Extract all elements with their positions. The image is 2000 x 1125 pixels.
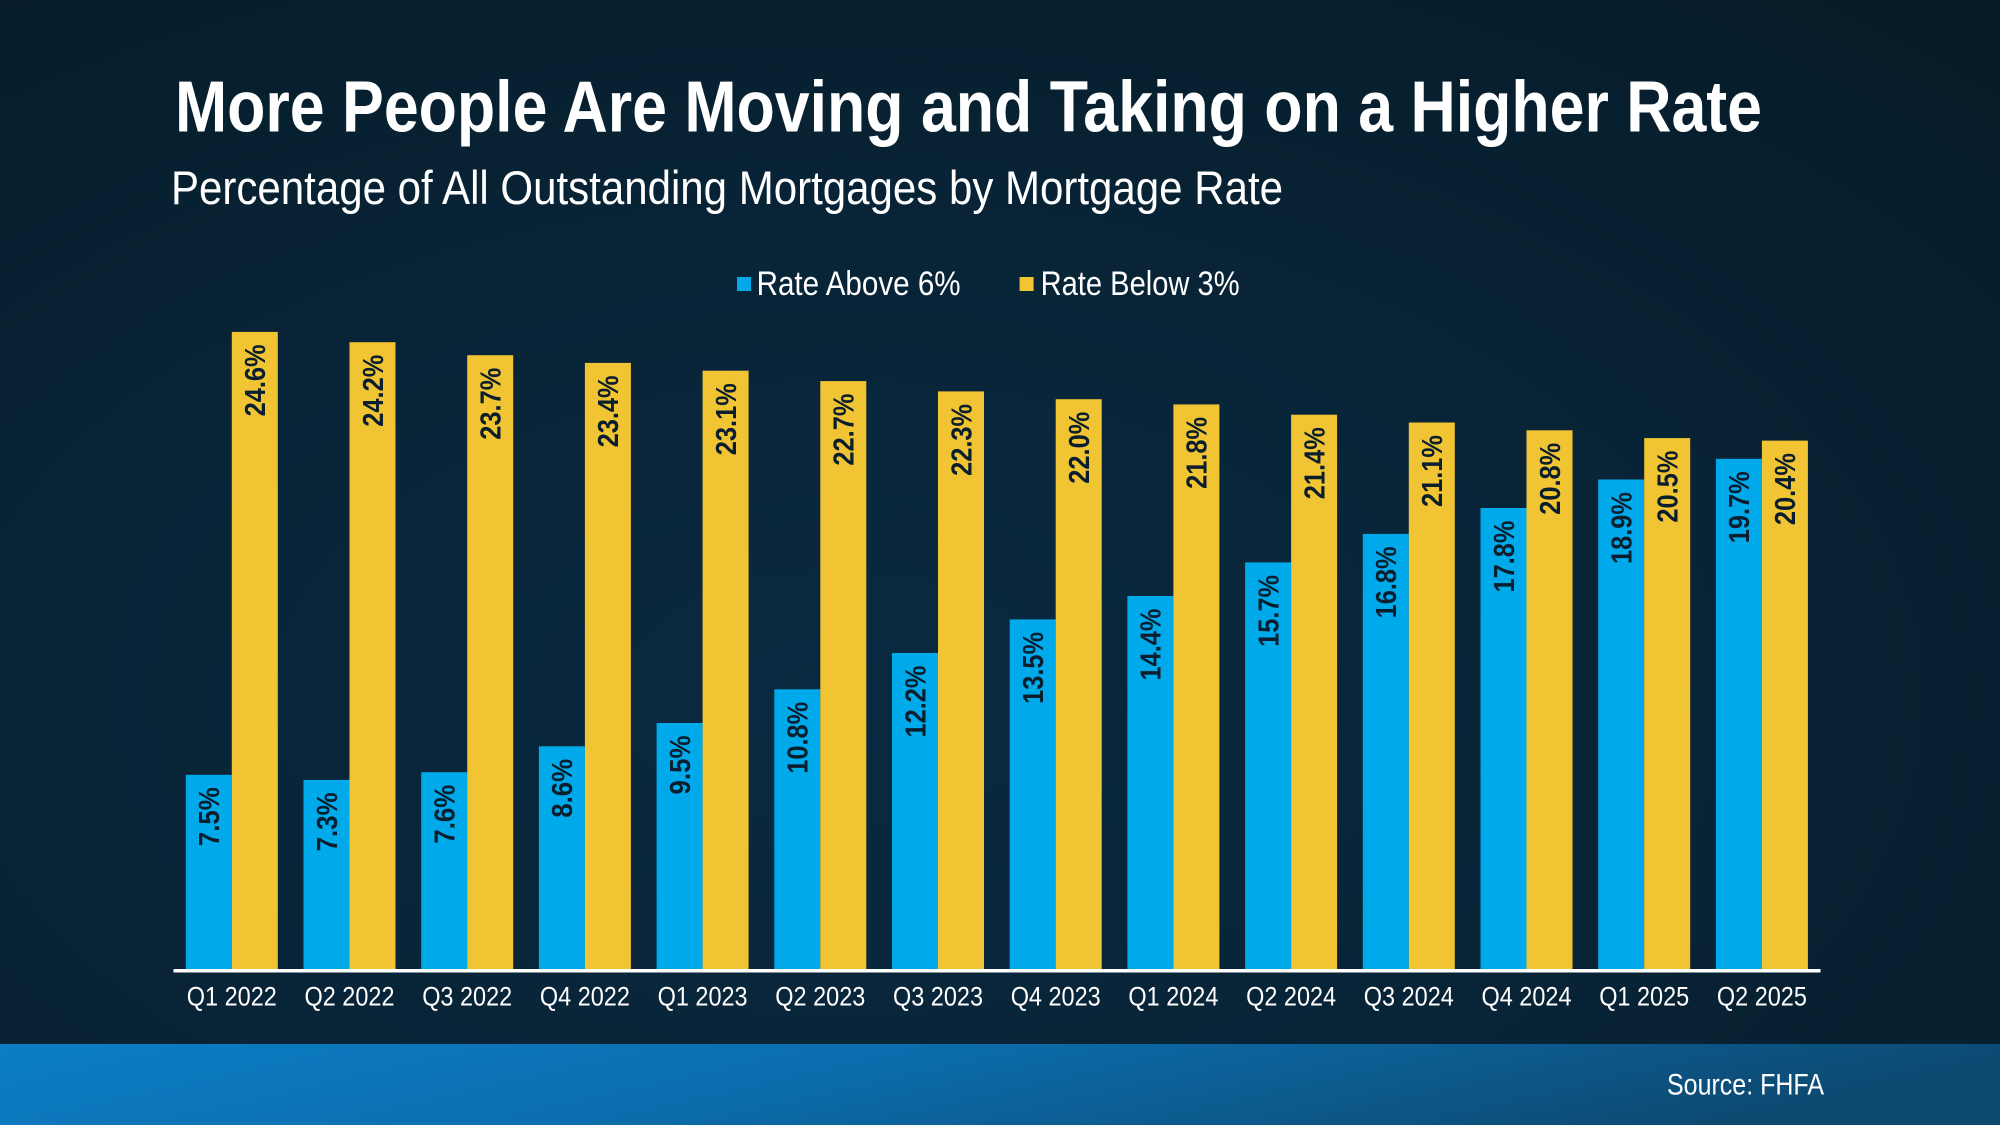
svg-text:19.7%: 19.7% [1724, 471, 1756, 543]
svg-text:20.8%: 20.8% [1535, 443, 1567, 515]
svg-text:Q1 2022: Q1 2022 [187, 982, 277, 1012]
svg-text:24.6%: 24.6% [240, 344, 272, 416]
svg-text:16.8%: 16.8% [1371, 546, 1403, 618]
svg-text:20.5%: 20.5% [1653, 450, 1685, 522]
svg-text:15.7%: 15.7% [1253, 575, 1285, 647]
svg-text:23.4%: 23.4% [593, 375, 625, 447]
svg-text:10.8%: 10.8% [783, 702, 815, 774]
svg-text:17.8%: 17.8% [1489, 520, 1521, 592]
svg-text:Rate Below 3%: Rate Below 3% [1041, 265, 1240, 303]
svg-text:Q1 2023: Q1 2023 [658, 982, 748, 1012]
svg-text:18.9%: 18.9% [1607, 492, 1639, 564]
svg-text:Q3 2024: Q3 2024 [1364, 982, 1454, 1012]
svg-text:23.1%: 23.1% [711, 383, 743, 455]
svg-text:20.4%: 20.4% [1770, 453, 1802, 525]
svg-text:7.3%: 7.3% [312, 792, 344, 851]
svg-text:Q2 2023: Q2 2023 [775, 982, 865, 1012]
svg-text:Percentage of All Outstanding: Percentage of All Outstanding Mortgages … [171, 161, 1283, 214]
svg-text:Q4 2024: Q4 2024 [1482, 982, 1572, 1012]
svg-text:Q4 2023: Q4 2023 [1011, 982, 1101, 1012]
svg-text:21.4%: 21.4% [1299, 427, 1331, 499]
svg-text:7.5%: 7.5% [194, 787, 226, 846]
svg-text:Rate Above 6%: Rate Above 6% [757, 265, 961, 303]
svg-text:14.4%: 14.4% [1136, 608, 1168, 680]
svg-text:Q3 2022: Q3 2022 [422, 982, 512, 1012]
svg-text:Q1 2025: Q1 2025 [1599, 982, 1689, 1012]
svg-text:Q2 2024: Q2 2024 [1246, 982, 1336, 1012]
svg-text:8.6%: 8.6% [547, 759, 579, 818]
svg-text:Q2 2022: Q2 2022 [305, 982, 395, 1012]
svg-text:9.5%: 9.5% [665, 735, 697, 794]
svg-text:24.2%: 24.2% [358, 355, 390, 427]
svg-text:13.5%: 13.5% [1018, 632, 1050, 704]
svg-text:22.3%: 22.3% [946, 404, 978, 476]
svg-text:Source: FHFA: Source: FHFA [1667, 1069, 1824, 1102]
svg-text:12.2%: 12.2% [900, 665, 932, 737]
svg-text:22.7%: 22.7% [829, 393, 861, 465]
svg-text:22.0%: 22.0% [1064, 412, 1096, 484]
svg-text:Q1 2024: Q1 2024 [1128, 982, 1218, 1012]
svg-text:21.8%: 21.8% [1182, 417, 1214, 489]
svg-text:Q4 2022: Q4 2022 [540, 982, 630, 1012]
svg-text:21.1%: 21.1% [1417, 435, 1449, 507]
svg-text:Q3 2023: Q3 2023 [893, 982, 983, 1012]
svg-text:More People Are Moving and Tak: More People Are Moving and Taking on a H… [175, 68, 1762, 148]
svg-text:23.7%: 23.7% [476, 368, 508, 440]
svg-text:7.6%: 7.6% [430, 785, 462, 844]
svg-text:Q2 2025: Q2 2025 [1717, 982, 1807, 1012]
